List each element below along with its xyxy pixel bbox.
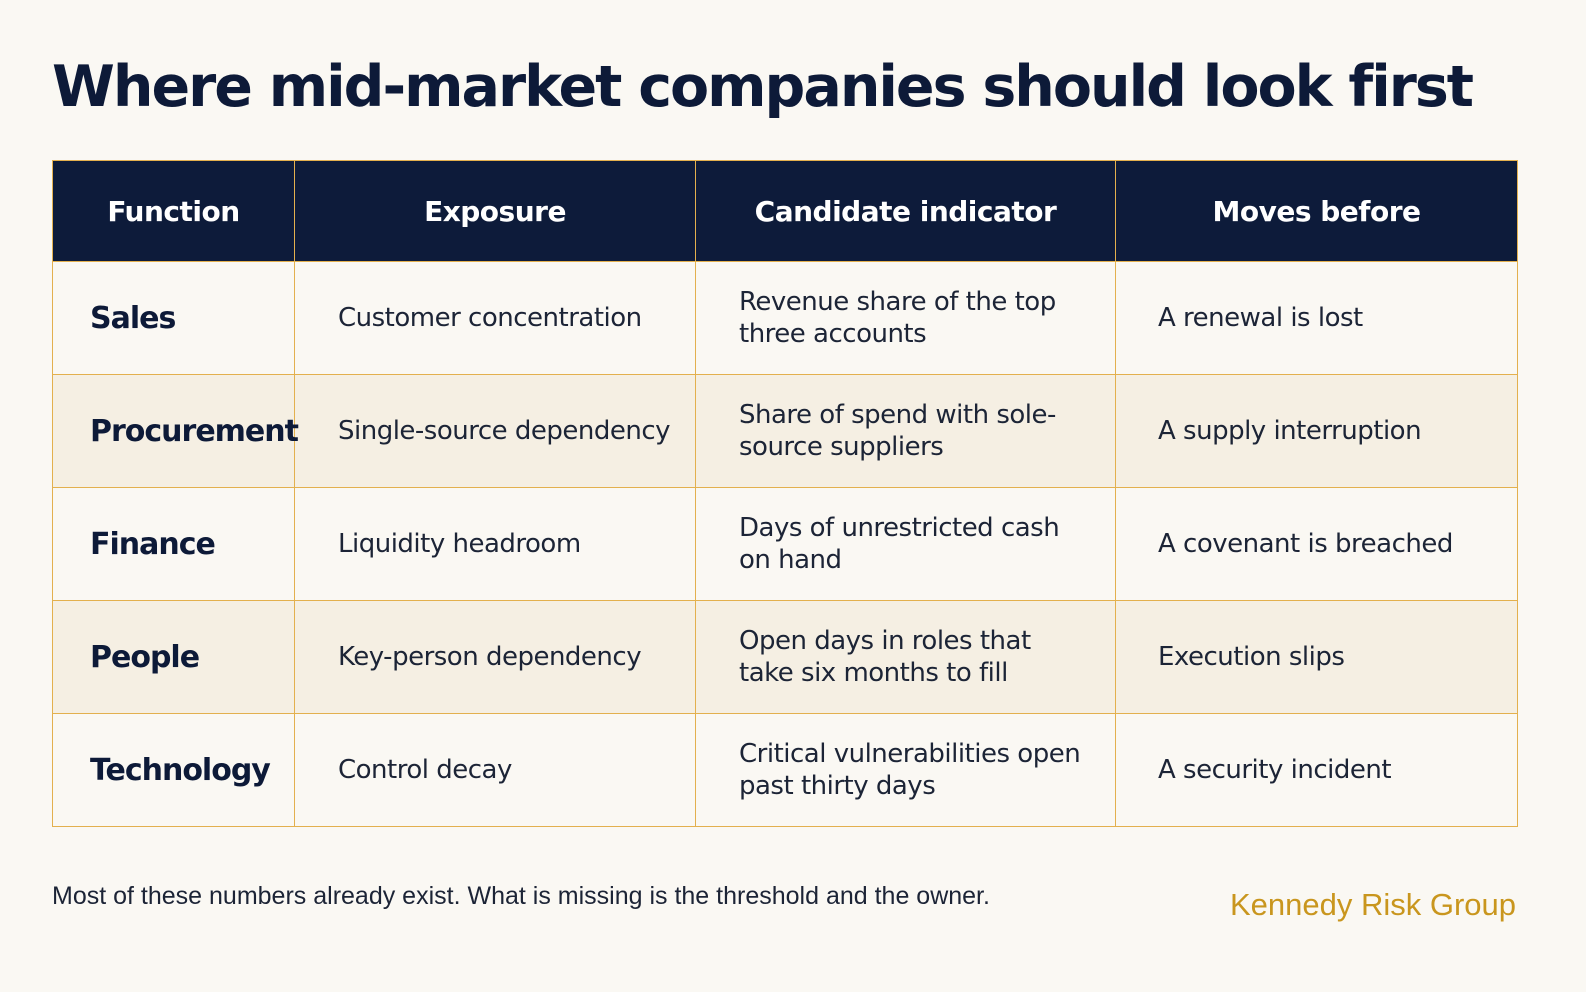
table-row: Technology Control decay Critical vulner… (52, 713, 1518, 827)
cell-function: People (52, 600, 295, 714)
page-title: Where mid-market companies should look f… (52, 54, 1474, 120)
cell-indicator: Revenue share of the top three accounts (695, 261, 1116, 375)
cell-exposure: Single-source dependency (294, 374, 696, 488)
cell-function: Procurement (52, 374, 299, 488)
cell-moves-before: A covenant is breached (1115, 487, 1518, 601)
cell-exposure: Control decay (294, 713, 696, 827)
cell-indicator: Days of unrestricted cash on hand (695, 487, 1116, 601)
header-function: Function (52, 160, 295, 262)
cell-moves-before: Execution slips (1115, 600, 1518, 714)
risk-table: Function Exposure Candidate indicator Mo… (52, 160, 1518, 827)
cell-moves-before: A supply interruption (1115, 374, 1518, 488)
cell-exposure: Liquidity headroom (294, 487, 696, 601)
cell-indicator: Share of spend with sole-source supplier… (695, 374, 1116, 488)
header-candidate-indicator: Candidate indicator (695, 160, 1116, 262)
cell-function: Finance (52, 487, 295, 601)
brand-name: Kennedy Risk Group (1229, 887, 1516, 922)
cell-indicator: Critical vulnerabilities open past thirt… (695, 713, 1116, 827)
table-header-row: Function Exposure Candidate indicator Mo… (52, 160, 1518, 262)
table-row: Sales Customer concentration Revenue sha… (52, 261, 1518, 375)
header-exposure: Exposure (294, 160, 696, 262)
cell-function: Technology (52, 713, 295, 827)
cell-moves-before: A security incident (1115, 713, 1518, 827)
cell-moves-before: A renewal is lost (1115, 261, 1518, 375)
table-row: Procurement Single-source dependency Sha… (52, 374, 1518, 488)
cell-indicator: Open days in roles that take six months … (695, 600, 1116, 714)
footnote: Most of these numbers already exist. Wha… (52, 882, 990, 910)
table-row: Finance Liquidity headroom Days of unres… (52, 487, 1518, 601)
cell-exposure: Key-person dependency (294, 600, 696, 714)
cell-function: Sales (52, 261, 295, 375)
table-row: People Key-person dependency Open days i… (52, 600, 1518, 714)
header-moves-before: Moves before (1115, 160, 1518, 262)
cell-exposure: Customer concentration (294, 261, 696, 375)
